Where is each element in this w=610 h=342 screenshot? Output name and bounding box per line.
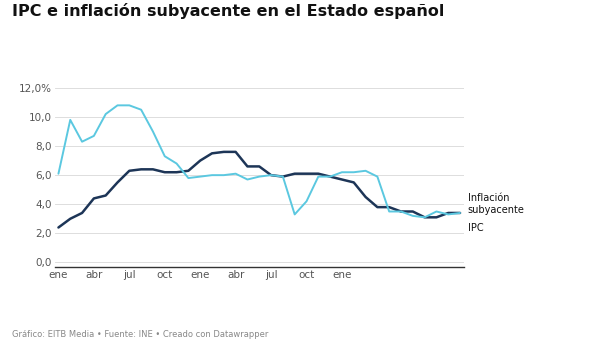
Text: Inflación
subyacente: Inflación subyacente (468, 193, 525, 214)
Text: Gráfico: EITB Media • Fuente: INE • Creado con Datawrapper: Gráfico: EITB Media • Fuente: INE • Crea… (12, 330, 268, 339)
Text: IPC: IPC (468, 223, 483, 233)
Text: IPC e inflación subyacente en el Estado español: IPC e inflación subyacente en el Estado … (12, 3, 445, 19)
